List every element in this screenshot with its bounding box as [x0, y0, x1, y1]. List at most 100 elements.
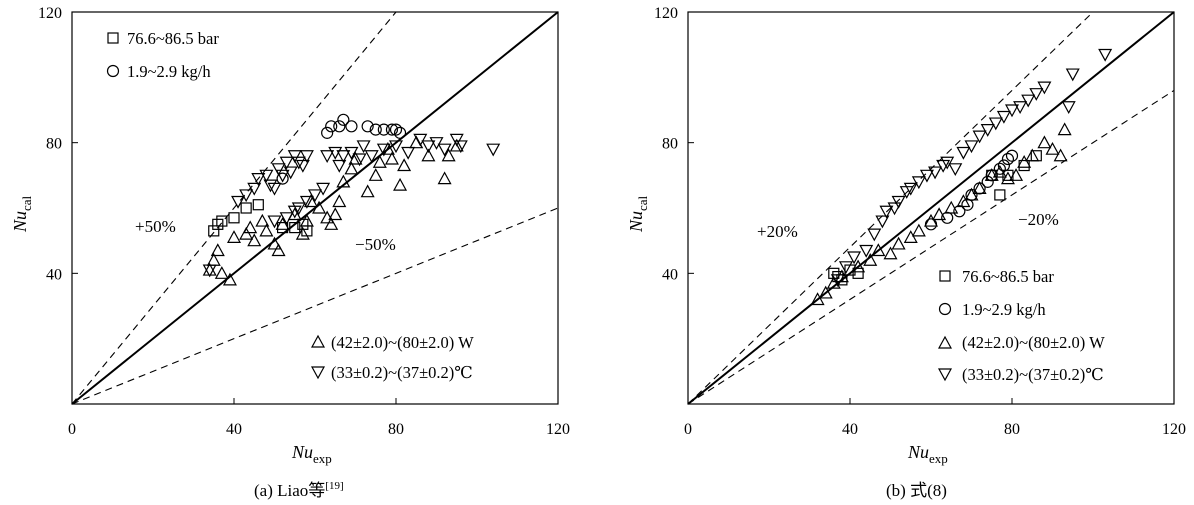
point-a-triangle-down-12: [287, 150, 302, 163]
point-b-triangle-down-30: [1098, 48, 1113, 62]
data-marks-a: [202, 113, 501, 286]
point-a-triangle-down-17: [279, 212, 294, 226]
reference-line-a-1: [71, 11, 397, 405]
point-a-triangle-up-22: [332, 194, 347, 208]
point-b-triangle-down-27: [1037, 81, 1052, 95]
point-a-triangle-down-6: [263, 179, 278, 193]
x-tick-label-b-2: 80: [1004, 421, 1020, 438]
point-a-triangle-up-26: [360, 184, 375, 198]
point-a-triangle-up-33: [409, 135, 424, 149]
point-b-triangle-down-10: [903, 182, 918, 196]
point-a-triangle-up-23: [336, 174, 351, 188]
legend-marker-square: [107, 32, 119, 44]
point-a-square-1: [212, 218, 224, 230]
point-a-triangle-down-27: [344, 146, 359, 160]
x-tick-label-a-3: 120: [546, 421, 570, 438]
point-b-square-9: [1030, 150, 1042, 162]
point-b-triangle-down-8: [891, 195, 906, 209]
point-a-circle-0: [276, 172, 289, 185]
point-b-triangle-up-20: [1009, 168, 1024, 181]
point-a-triangle-up-29: [380, 141, 395, 155]
point-b-triangle-down-23: [1004, 104, 1020, 118]
point-a-triangle-down-13: [291, 156, 306, 170]
point-b-triangle-down-19: [972, 130, 987, 144]
point-a-triangle-up-24: [344, 161, 359, 175]
point-b-triangle-up-3: [834, 269, 849, 283]
point-a-triangle-up-12: [271, 243, 286, 257]
point-b-triangle-down-12: [919, 169, 934, 183]
legend-label-power-b: (42±2.0)~(80±2.0) W: [962, 333, 1105, 352]
y-axis-label-a: Nucal: [10, 195, 34, 233]
point-b-triangle-down-4: [867, 228, 882, 242]
point-a-triangle-up-13: [275, 217, 290, 230]
point-a-triangle-up-5: [226, 230, 242, 243]
point-a-circle-3: [333, 120, 346, 133]
point-a-triangle-down-0: [202, 264, 217, 278]
point-a-circle-9: [385, 123, 399, 136]
point-a-circle-4: [337, 113, 350, 126]
point-a-triangle-down-1: [231, 195, 246, 209]
point-a-triangle-down-38: [449, 133, 464, 147]
point-b-triangle-down-11: [911, 176, 926, 190]
legend-label-temperature-b: (33±0.2)~(37±0.2)℃: [962, 365, 1104, 384]
point-b-triangle-down-5: [875, 215, 890, 229]
legend-marker-triangle-up-b: [937, 335, 953, 349]
point-a-square-0: [208, 225, 220, 237]
point-b-triangle-up-8: [891, 236, 906, 250]
legend-marker-triangle-down: [310, 366, 326, 380]
point-b-triangle-up-14: [956, 194, 971, 208]
y-tick-label-a-1: 80: [46, 136, 62, 153]
point-a-triangle-down-3: [247, 182, 262, 196]
point-a-triangle-up-6: [239, 226, 254, 240]
point-a-triangle-up-17: [303, 194, 318, 208]
x-tick-label-a-1: 40: [226, 421, 242, 438]
point-b-circle-1: [941, 211, 954, 224]
point-a-triangle-down-31: [376, 143, 391, 157]
point-a-triangle-up-16: [299, 213, 314, 227]
point-b-triangle-up-21: [1017, 155, 1032, 168]
y-tick-label-b-1: 80: [662, 136, 678, 153]
point-a-triangle-down-25: [332, 159, 347, 173]
x-tick-label-b-3: 120: [1162, 421, 1186, 438]
annotation-minus20: −20%: [1018, 210, 1059, 229]
point-b-triangle-down-15: [940, 156, 955, 170]
point-b-circle-6: [981, 175, 994, 188]
y-tick-label-b-2: 120: [654, 5, 678, 22]
point-b-triangle-up-2: [826, 275, 841, 289]
point-a-triangle-up-9: [255, 213, 270, 227]
point-b-triangle-down-20: [980, 123, 995, 137]
legend-a-bottom: (42±2.0)~(80±2.0) W (33±0.2)~(37±0.2)℃: [310, 333, 474, 382]
legend-label-flow-b: 1.9~2.9 kg/h: [962, 300, 1046, 319]
annotation-minus50: −50%: [355, 235, 396, 254]
point-a-triangle-down-14: [295, 159, 310, 173]
point-a-triangle-down-7: [267, 182, 282, 196]
point-b-triangle-down-24: [1013, 101, 1028, 114]
point-b-triangle-up-0: [810, 292, 825, 306]
point-a-triangle-up-34: [421, 148, 436, 162]
reference-lines-a: [71, 11, 559, 405]
point-a-square-5: [252, 199, 264, 211]
legend-b: 76.6~86.5 bar 1.9~2.9 kg/h (42±2.0)~(80±…: [937, 267, 1105, 384]
point-b-triangle-down-6: [879, 205, 894, 219]
point-a-triangle-up-31: [393, 177, 408, 191]
point-a-triangle-down-10: [279, 156, 294, 170]
point-b-circle-10: [1001, 152, 1015, 166]
point-b-triangle-down-3: [859, 244, 874, 258]
point-b-triangle-up-13: [944, 200, 959, 214]
point-a-triangle-up-36: [441, 148, 456, 162]
legend-marker-triangle-down-b: [937, 368, 953, 382]
point-b-triangle-down-16: [948, 163, 963, 177]
point-b-circle-0: [924, 218, 938, 231]
point-a-triangle-down-21: [307, 189, 323, 203]
point-b-triangle-down-18: [964, 140, 979, 154]
point-b-square-6: [994, 189, 1006, 201]
point-a-triangle-down-15: [299, 150, 314, 163]
point-b-triangle-down-25: [1021, 94, 1036, 108]
point-b-circle-9: [997, 159, 1011, 172]
reference-line-b-1: [687, 11, 1094, 405]
point-a-triangle-down-4: [251, 173, 266, 186]
point-b-triangle-down-2: [847, 251, 862, 265]
legend-label-temperature: (33±0.2)~(37±0.2)℃: [331, 363, 473, 382]
panel-b: 0 40 80 120 40 80 120 +20% −20% 76.6~86.5 bar …: [626, 5, 1186, 500]
point-b-triangle-up-6: [871, 243, 886, 257]
